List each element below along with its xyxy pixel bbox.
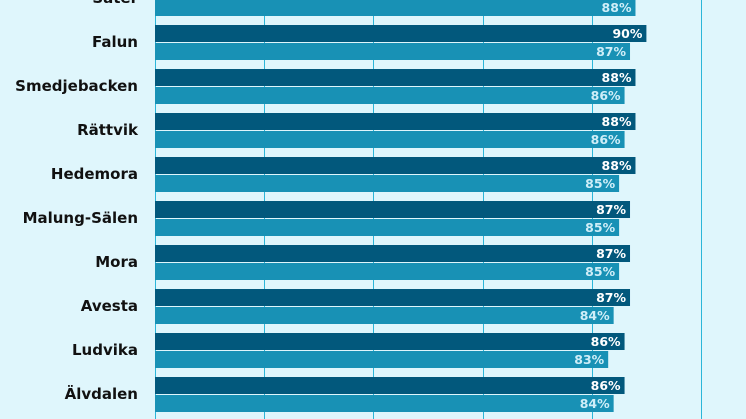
bar-avesta-series-1 (155, 289, 631, 306)
bar-malung-sälen-series-1 (155, 201, 631, 218)
value-label-smedjebacken-series-1: 88% (602, 70, 632, 85)
category-label-säter: Säter (92, 0, 138, 7)
value-label-mora-series-2: 85% (585, 264, 615, 279)
category-label-mora: Mora (95, 253, 138, 271)
value-label-säter-series-2: 88% (602, 0, 632, 15)
value-label-hedemora-series-1: 88% (602, 158, 632, 173)
value-label-rättvik-series-1: 88% (602, 114, 632, 129)
bar-älvdalen-series-1 (155, 377, 625, 394)
value-label-falun-series-1: 90% (612, 26, 642, 41)
category-label-avesta: Avesta (81, 297, 138, 315)
value-label-älvdalen-series-1: 86% (591, 378, 621, 393)
category-label-älvdalen: Älvdalen (65, 384, 138, 403)
category-labels: Säter Falun Smedjebacken Rättvik Hedemora Mal… (15, 0, 139, 403)
category-label-falun: Falun (92, 33, 138, 51)
value-label-ludvika-series-2: 83% (574, 352, 604, 367)
value-label-hedemora-series-2: 85% (585, 176, 615, 191)
bar-malung-sälen-series-2 (155, 219, 620, 236)
bar-älvdalen-series-2 (155, 395, 614, 412)
value-label-smedjebacken-series-2: 86% (591, 88, 621, 103)
bar-rättvik-series-1 (155, 113, 636, 130)
value-label-avesta-series-1: 87% (596, 290, 626, 305)
bar-ludvika-series-2 (155, 351, 609, 368)
bar-mora-series-1 (155, 245, 631, 262)
bar-avesta-series-2 (155, 307, 614, 324)
value-label-malung-sälen-series-1: 87% (596, 202, 626, 217)
bar-smedjebacken-series-2 (155, 87, 625, 104)
bar-hedemora-series-1 (155, 157, 636, 174)
category-label-hedemora: Hedemora (51, 165, 138, 183)
bar-falun-series-2 (155, 43, 631, 60)
bar-falun-series-1 (155, 25, 647, 42)
value-label-malung-sälen-series-2: 85% (585, 220, 615, 235)
value-label-falun-series-2: 87% (596, 44, 626, 59)
bar-rättvik-series-2 (155, 131, 625, 148)
bar-säter-series-2 (155, 0, 636, 16)
bar-hedemora-series-2 (155, 175, 620, 192)
category-label-rättvik: Rättvik (77, 121, 139, 139)
category-label-malung-sälen: Malung-Sälen (23, 209, 138, 227)
bar-mora-series-2 (155, 263, 620, 280)
bar-smedjebacken-series-1 (155, 69, 636, 86)
value-label-mora-series-1: 87% (596, 246, 626, 261)
category-label-ludvika: Ludvika (72, 341, 138, 359)
bars: 88% 90% 87% 88% 86% 88% 86% 88% 85% 87% 85% 87% 85% 8… (155, 0, 647, 412)
value-label-ludvika-series-1: 86% (591, 334, 621, 349)
value-label-älvdalen-series-2: 84% (580, 396, 610, 411)
bar-ludvika-series-1 (155, 333, 625, 350)
value-label-rättvik-series-2: 86% (591, 132, 621, 147)
category-label-smedjebacken: Smedjebacken (15, 77, 138, 95)
value-label-avesta-series-2: 84% (580, 308, 610, 323)
